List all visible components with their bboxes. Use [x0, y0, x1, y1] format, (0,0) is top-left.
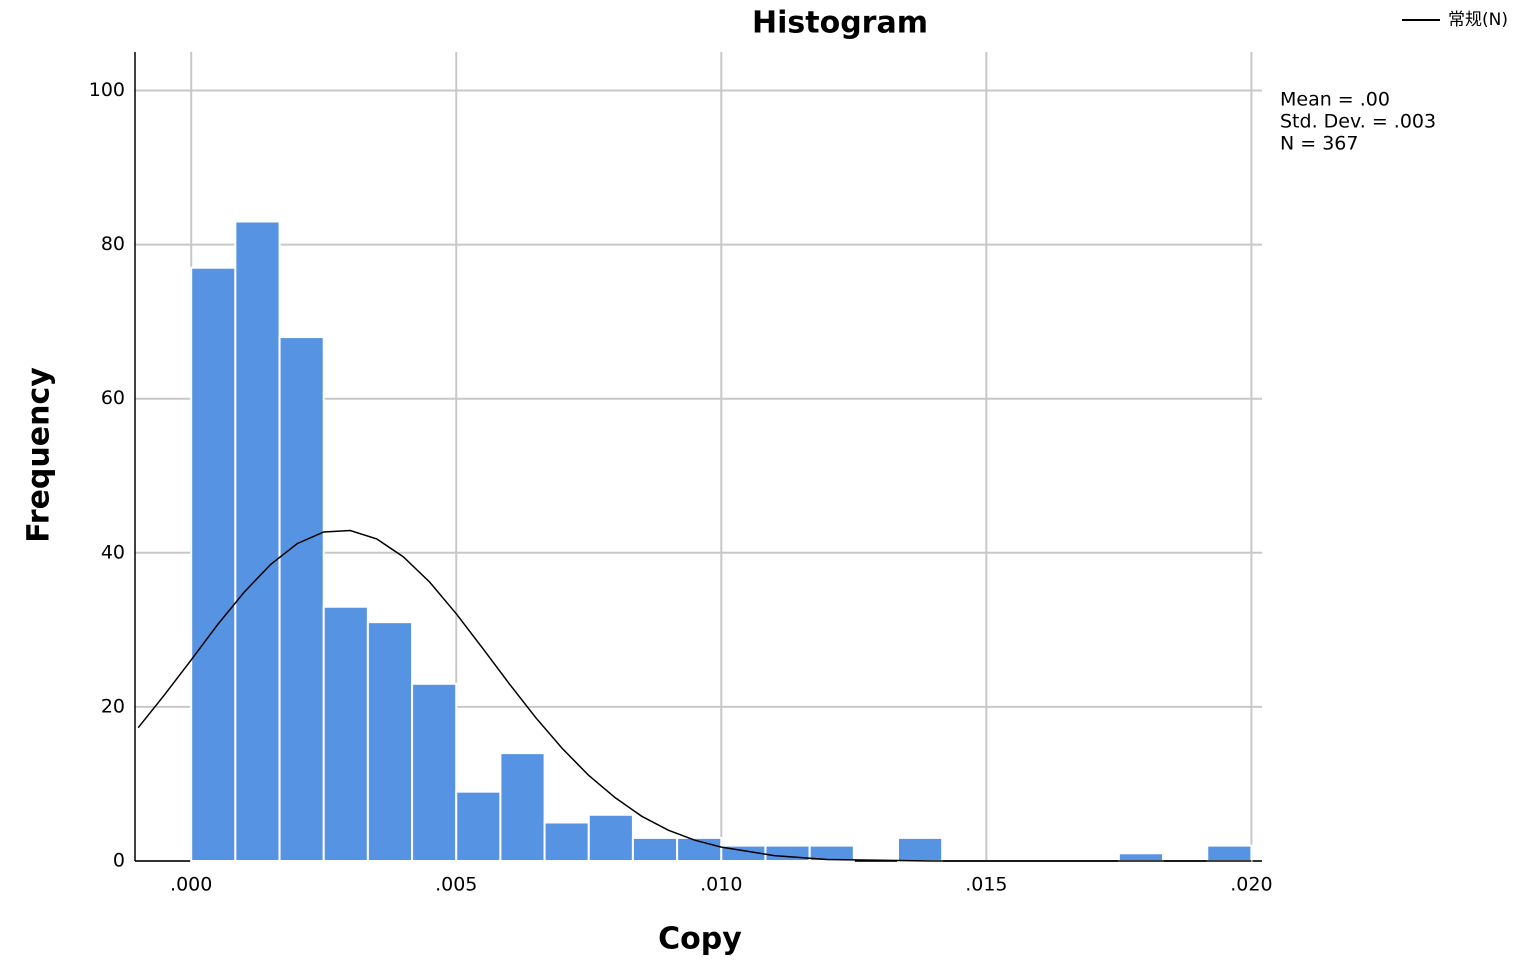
bar	[278, 336, 325, 863]
bar	[764, 844, 811, 862]
bar	[896, 836, 944, 863]
bar	[631, 836, 679, 863]
legend-label: 常规(N)	[1448, 10, 1508, 30]
y-tick-label: 0	[113, 850, 125, 872]
x-axis-label: Copy	[658, 922, 742, 957]
bar	[1206, 844, 1253, 862]
x-tick-label: .005	[435, 874, 477, 896]
y-tick-label: 60	[101, 387, 125, 409]
bar	[234, 220, 281, 862]
bar	[808, 844, 855, 862]
y-tick-label: 100	[89, 79, 125, 101]
x-tick-label: .000	[170, 874, 212, 896]
bar	[587, 813, 634, 862]
bar	[499, 752, 546, 863]
bar	[322, 605, 369, 862]
x-tick-label: .010	[700, 874, 742, 896]
bar	[366, 621, 414, 863]
x-tick-label: .020	[1230, 874, 1272, 896]
stats-text: Mean = .00	[1280, 89, 1390, 111]
y-tick-label: 80	[101, 233, 125, 255]
bar	[455, 790, 502, 863]
bar	[543, 821, 590, 863]
bar	[190, 266, 237, 862]
normal-curve	[137, 529, 1252, 862]
y-tick-label: 40	[101, 541, 125, 563]
chart-title: Histogram	[752, 6, 928, 41]
y-axis-label: Frequency	[22, 367, 57, 543]
x-tick-label: .015	[965, 874, 1007, 896]
bar	[1117, 852, 1165, 862]
y-tick-label: 20	[101, 695, 125, 717]
stats-text: N = 367	[1280, 133, 1358, 155]
bar	[411, 682, 458, 862]
stats-text: Std. Dev. = .003	[1280, 111, 1436, 133]
